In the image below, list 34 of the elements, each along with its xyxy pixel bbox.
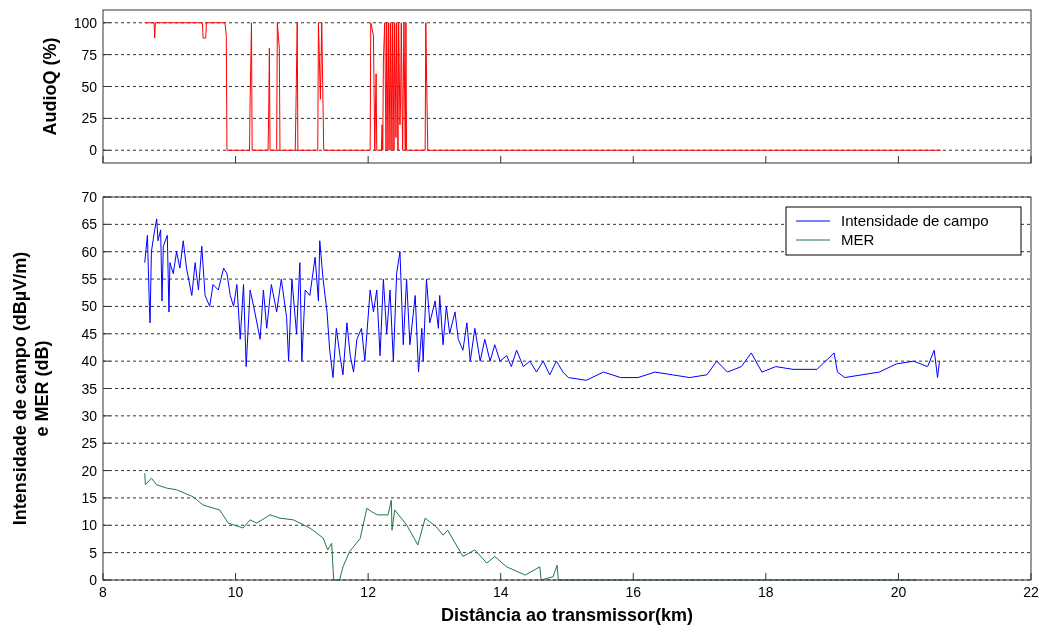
y-tick-label: 15 <box>81 489 98 506</box>
y-tick-label: 5 <box>89 544 98 561</box>
y-tick-label: 75 <box>81 46 98 63</box>
y-tick-label: 65 <box>81 216 98 233</box>
y-tick-label: 20 <box>81 462 98 479</box>
y-tick-label: 50 <box>81 78 98 95</box>
x-tick-label: 18 <box>758 584 774 600</box>
y-tick-label: 60 <box>81 243 98 260</box>
y-tick-label: 100 <box>73 14 98 31</box>
x-tick-label: 16 <box>625 584 642 600</box>
x-tick-label: 8 <box>99 584 108 600</box>
legend-label: Intensidade de campo <box>841 212 989 229</box>
x-tick-label: 14 <box>492 584 509 600</box>
y-tick-label: 35 <box>81 380 98 397</box>
y-tick-label: 50 <box>81 298 98 315</box>
y-axis-title: Intensidade de campo (dBµV/m) e MER (dB) <box>10 251 52 526</box>
y-tick-label: 70 <box>81 189 98 205</box>
x-tick-label: 10 <box>227 584 244 600</box>
y-tick-label: 40 <box>81 353 98 370</box>
y-axis-title: AudioQ (%) <box>40 37 60 136</box>
y-tick-label: 25 <box>81 110 98 127</box>
y-tick-label: 0 <box>89 572 98 588</box>
x-tick-label: 12 <box>360 584 377 600</box>
x-tick-label: 22 <box>1023 584 1039 600</box>
y-tick-label: 55 <box>81 271 98 288</box>
legend-label: MER <box>841 231 875 248</box>
y-tick-label: 25 <box>81 435 98 452</box>
y-tick-label: 0 <box>89 142 98 159</box>
y-tick-label: 10 <box>81 517 98 534</box>
y-tick-label: 30 <box>81 407 98 424</box>
x-axis-title: Distância ao transmissor(km) <box>440 605 694 625</box>
line-series <box>144 22 942 151</box>
y-tick-label: 45 <box>81 325 98 342</box>
x-tick-label: 20 <box>890 584 907 600</box>
